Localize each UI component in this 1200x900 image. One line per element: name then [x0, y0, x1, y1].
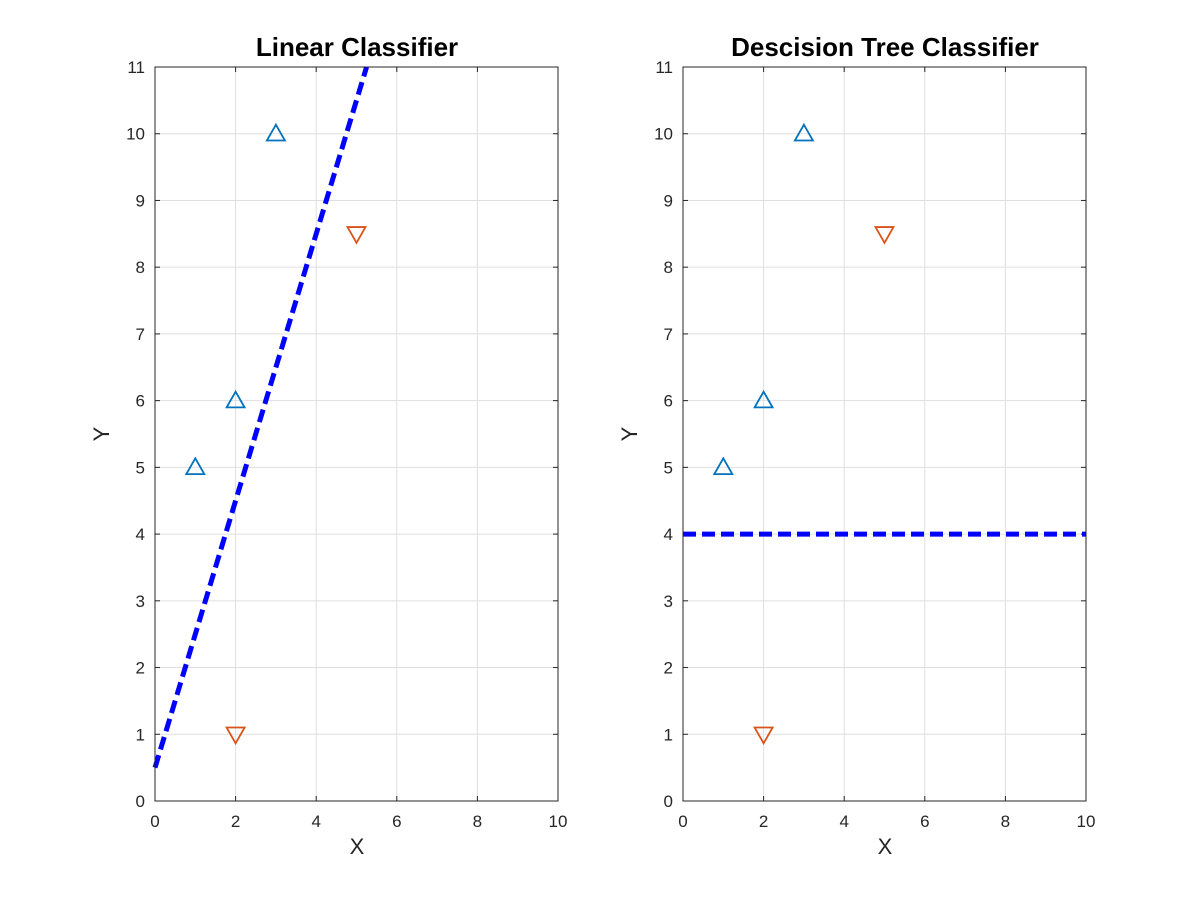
x-tick-label: 8 — [1001, 812, 1010, 831]
linear-classifier-x-axis-label: X — [350, 834, 365, 859]
y-tick-label: 7 — [664, 325, 673, 344]
linear-classifier-y-tick-labels: 0 1 2 3 4 5 6 7 8 9 10 11 — [126, 58, 145, 811]
y-tick-label: 11 — [655, 58, 673, 77]
triangle-up-point — [753, 389, 775, 409]
x-tick-label: 6 — [392, 812, 401, 831]
linear-classifier-points — [184, 122, 368, 746]
triangle-up-point — [184, 456, 206, 476]
y-tick-label: 5 — [664, 458, 673, 477]
y-tick-label: 10 — [126, 125, 145, 144]
y-tick-label: 9 — [664, 192, 673, 211]
y-tick-label: 8 — [664, 258, 673, 277]
x-tick-label: 10 — [549, 812, 568, 831]
y-tick-label: 1 — [664, 725, 673, 744]
triangle-down-point — [225, 726, 247, 746]
decision-boundary-line — [152, 66, 369, 769]
decision-tree-classifier-title: Descision Tree Classifier — [731, 32, 1039, 62]
linear-classifier-chart: Linear Classifier 0 2 4 6 8 10 0 1 2 3 4… — [89, 32, 567, 859]
x-tick-label: 6 — [920, 812, 929, 831]
y-tick-label: 6 — [136, 392, 145, 411]
linear-classifier-title: Linear Classifier — [256, 32, 458, 62]
y-tick-label: 1 — [136, 725, 145, 744]
decision-tree-classifier-x-tick-labels: 0 2 4 6 8 10 — [678, 812, 1095, 831]
y-tick-label: 2 — [136, 659, 145, 678]
decision-tree-classifier-y-axis-label: Y — [617, 426, 642, 441]
y-tick-label: 3 — [664, 592, 673, 611]
x-tick-label: 4 — [311, 812, 320, 831]
x-tick-label: 4 — [839, 812, 848, 831]
y-tick-label: 6 — [664, 392, 673, 411]
y-tick-label: 5 — [136, 458, 145, 477]
x-tick-label: 0 — [150, 812, 159, 831]
linear-classifier-y-axis-label: Y — [89, 426, 114, 441]
linear-classifier-plot-area — [155, 67, 558, 801]
decision-tree-classifier-points — [712, 122, 896, 746]
triangle-down-point — [345, 226, 368, 245]
x-tick-label: 0 — [678, 812, 687, 831]
triangle-down-point — [753, 726, 775, 746]
triangle-up-point — [793, 122, 815, 142]
x-tick-label: 2 — [231, 812, 240, 831]
y-tick-label: 10 — [654, 125, 673, 144]
x-tick-label: 8 — [473, 812, 482, 831]
y-tick-label: 0 — [664, 792, 673, 811]
y-tick-label: 2 — [664, 659, 673, 678]
x-tick-label: 10 — [1077, 812, 1096, 831]
linear-classifier-grid — [155, 67, 558, 801]
y-tick-label: 4 — [136, 525, 145, 544]
linear-classifier-x-tick-labels: 0 2 4 6 8 10 — [150, 812, 567, 831]
decision-tree-classifier-x-axis-label: X — [878, 834, 893, 859]
y-tick-label: 9 — [136, 192, 145, 211]
y-tick-label: 3 — [136, 592, 145, 611]
linear-classifier-boundary — [152, 66, 369, 769]
y-tick-label: 7 — [136, 325, 145, 344]
x-tick-label: 2 — [759, 812, 768, 831]
decision-tree-classifier-y-tick-labels: 0 1 2 3 4 5 6 7 8 9 10 11 — [654, 58, 673, 811]
triangle-up-point — [265, 122, 287, 142]
decision-tree-classifier-chart: Descision Tree Classifier 0 2 4 6 8 10 0… — [617, 32, 1095, 859]
triangle-up-point — [712, 456, 734, 476]
decision-tree-classifier-frame — [682, 66, 1087, 802]
linear-classifier-frame — [154, 66, 559, 802]
y-tick-label: 11 — [127, 58, 145, 77]
y-tick-label: 8 — [136, 258, 145, 277]
triangle-down-point — [873, 226, 896, 245]
triangle-up-point — [225, 389, 247, 409]
y-tick-label: 0 — [136, 792, 145, 811]
y-tick-label: 4 — [664, 525, 673, 544]
decision-tree-classifier-plot-area — [683, 67, 1086, 801]
